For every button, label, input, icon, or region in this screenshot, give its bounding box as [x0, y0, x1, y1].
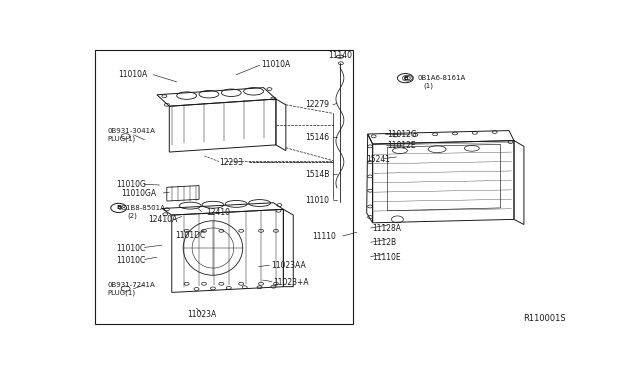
Text: 11128A: 11128A: [372, 224, 402, 233]
Text: 11010G: 11010G: [116, 180, 146, 189]
Text: 11010C: 11010C: [116, 256, 145, 264]
Text: 0B931-7241A: 0B931-7241A: [108, 282, 155, 288]
Text: 11010C: 11010C: [116, 244, 145, 253]
Text: 11010A: 11010A: [118, 70, 147, 79]
Text: B: B: [116, 205, 121, 211]
Text: PLUG(1): PLUG(1): [108, 136, 136, 142]
Text: (1): (1): [424, 82, 434, 89]
Text: 12410: 12410: [207, 208, 230, 217]
Text: 12279: 12279: [305, 100, 330, 109]
Text: (2): (2): [127, 212, 137, 219]
Bar: [95, 50, 353, 324]
Text: 11023AA: 11023AA: [271, 261, 306, 270]
Text: 12410A: 12410A: [148, 215, 178, 224]
Text: 11012E: 11012E: [388, 141, 416, 150]
Text: 15241: 15241: [367, 155, 390, 164]
Text: 15146: 15146: [305, 133, 330, 142]
Text: 11023A: 11023A: [187, 310, 216, 319]
Text: 081B8-8501A: 081B8-8501A: [117, 205, 165, 211]
Text: 0B1A6-8161A: 0B1A6-8161A: [417, 75, 465, 81]
Text: B: B: [403, 76, 408, 81]
Text: 11023+A: 11023+A: [273, 278, 309, 287]
Text: 11140: 11140: [328, 51, 353, 60]
Text: 12293: 12293: [219, 158, 243, 167]
Text: PLUG(1): PLUG(1): [108, 290, 136, 296]
Text: 11010A: 11010A: [261, 60, 291, 69]
Text: R110001S: R110001S: [524, 314, 566, 323]
Text: 1101DC: 1101DC: [175, 231, 205, 240]
Text: 11110E: 11110E: [372, 253, 401, 262]
Text: 1112B: 1112B: [372, 238, 397, 247]
Text: 11012G: 11012G: [388, 130, 417, 140]
Text: 1514B: 1514B: [305, 170, 330, 179]
Text: 11110: 11110: [312, 232, 337, 241]
Text: 0B931-3041A: 0B931-3041A: [108, 128, 155, 134]
Text: 11010: 11010: [305, 196, 330, 205]
Text: 11010GA: 11010GA: [121, 189, 156, 198]
